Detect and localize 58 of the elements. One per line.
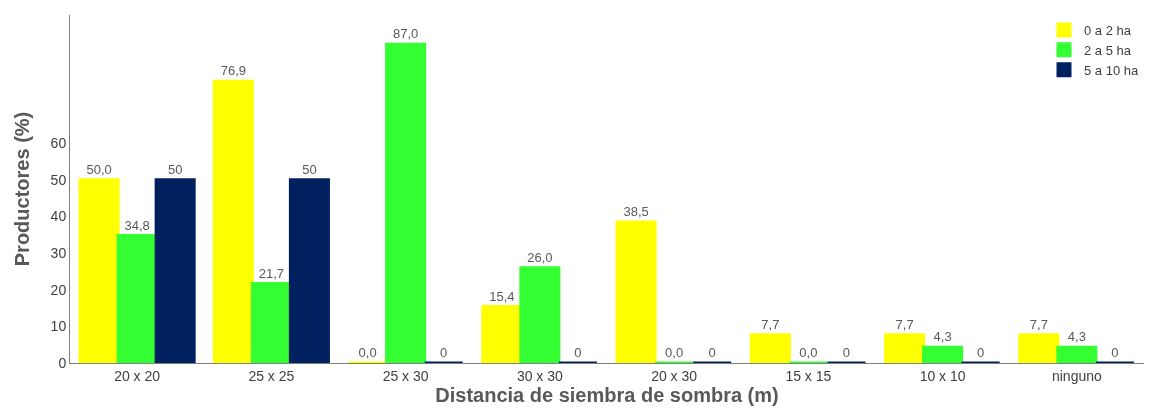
y-tick-label: 10 bbox=[50, 318, 67, 335]
bar bbox=[519, 266, 561, 363]
y-tick-label: 20 bbox=[50, 281, 67, 298]
data-label: 4,3 bbox=[933, 329, 952, 345]
y-tick-label: 50 bbox=[50, 171, 67, 188]
data-label: 76,9 bbox=[220, 63, 246, 79]
x-tick-label: ninguno bbox=[1051, 367, 1103, 384]
bar bbox=[78, 178, 120, 363]
y-axis-title: Productores (%) bbox=[11, 111, 34, 267]
data-label: 0 bbox=[842, 345, 851, 360]
y-tick-label: 40 bbox=[50, 208, 67, 225]
data-label: 34,8 bbox=[124, 217, 150, 233]
bar bbox=[1056, 345, 1098, 363]
data-label: 21,7 bbox=[258, 265, 285, 281]
x-tick-label: 10 x 10 bbox=[919, 367, 966, 384]
data-label: 0 bbox=[574, 345, 582, 360]
x-tick-label: 25 x 25 bbox=[248, 367, 295, 384]
y-tick-label: 0 bbox=[58, 354, 67, 371]
data-label: 87,0 bbox=[392, 26, 419, 42]
data-label: 0 bbox=[708, 345, 716, 360]
bar bbox=[615, 220, 657, 363]
bar bbox=[1018, 333, 1060, 363]
x-tick-label: 25 x 30 bbox=[382, 367, 429, 384]
x-tick-label: 15 x 15 bbox=[785, 367, 832, 384]
data-label: 0 bbox=[1111, 345, 1119, 360]
x-tick-label: 30 x 30 bbox=[516, 367, 564, 384]
data-label: 50 bbox=[302, 161, 317, 177]
data-label: 26,0 bbox=[527, 249, 553, 265]
x-tick-label: 20 x 30 bbox=[651, 367, 698, 384]
data-label: 50 bbox=[167, 161, 183, 177]
bar bbox=[385, 42, 427, 363]
legend-label: 0 a 2 ha bbox=[1084, 23, 1132, 39]
x-tick-label: 20 x 20 bbox=[114, 367, 161, 384]
bar bbox=[884, 333, 926, 363]
data-label: 50,0 bbox=[86, 161, 112, 177]
y-tick-label: 60 bbox=[50, 135, 67, 152]
bar bbox=[749, 333, 791, 363]
data-label: 38,5 bbox=[623, 203, 649, 219]
legend-label: 2 a 5 ha bbox=[1084, 42, 1132, 58]
data-label: 0 bbox=[977, 345, 985, 360]
data-label: 0 bbox=[440, 345, 448, 360]
data-label: 0,0 bbox=[665, 345, 684, 360]
data-label: 7,7 bbox=[1029, 316, 1048, 332]
data-label: 7,7 bbox=[761, 316, 780, 332]
bar bbox=[116, 234, 158, 363]
bar bbox=[922, 345, 964, 363]
data-label: 0,0 bbox=[799, 345, 818, 360]
bar bbox=[154, 178, 196, 363]
data-label: 7,7 bbox=[895, 316, 914, 332]
legend-label: 5 a 10 ha bbox=[1084, 62, 1139, 78]
bar bbox=[250, 282, 292, 363]
y-tick-label: 30 bbox=[50, 245, 67, 262]
data-label: 15,4 bbox=[489, 288, 515, 304]
x-axis-title: Distancia de siembra de sombra (m) bbox=[435, 384, 779, 407]
data-label: 4,3 bbox=[1067, 329, 1086, 345]
bar bbox=[288, 178, 330, 363]
data-label: 0,0 bbox=[358, 345, 377, 360]
bar bbox=[212, 79, 254, 363]
